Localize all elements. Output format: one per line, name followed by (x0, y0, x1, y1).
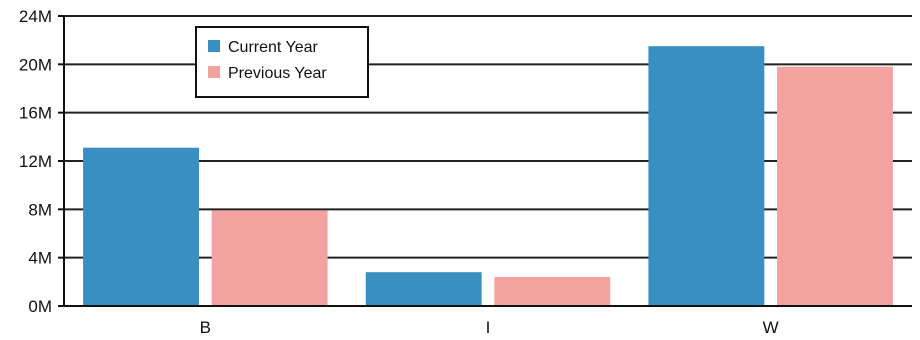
legend-swatch-previous-year (208, 66, 220, 78)
y-tick-label: 12M (19, 152, 52, 171)
y-tick-label: 0M (28, 297, 52, 316)
y-tick-labels: 0M 4M 8M 12M 16M 20M 24M (19, 7, 64, 316)
bar-current-year-i (365, 272, 482, 306)
y-tick-label: 20M (19, 55, 52, 74)
bar-previous-year-b (211, 210, 328, 306)
x-tick-label: B (200, 318, 211, 337)
legend-box (195, 26, 369, 98)
bars (83, 46, 893, 306)
y-tick-label: 16M (19, 104, 52, 123)
bar-current-year-b (83, 147, 199, 306)
x-tick-label: I (486, 318, 491, 337)
bar-previous-year-w (777, 66, 893, 306)
bar-current-year-w (648, 46, 765, 306)
y-tick-label: 4M (28, 249, 52, 268)
legend-swatch-current-year (208, 40, 220, 52)
bar-previous-year-i (494, 277, 611, 306)
x-tick-label: W (763, 318, 779, 337)
legend: Current Year Previous Year (195, 26, 369, 98)
y-tick-label: 24M (19, 7, 52, 26)
legend-label-previous-year: Previous Year (228, 65, 327, 82)
legend-label-current-year: Current Year (228, 39, 319, 56)
y-tick-label: 8M (28, 200, 52, 219)
